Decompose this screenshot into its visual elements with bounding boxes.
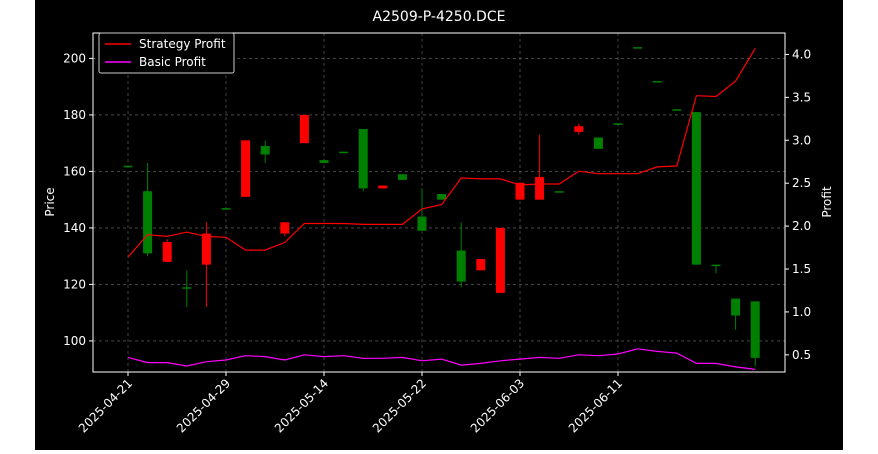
candle-body — [711, 264, 721, 267]
y-tick-label-left: 120 — [63, 277, 86, 291]
plot-frame — [92, 32, 786, 373]
candle-body — [554, 191, 564, 193]
candle-body — [241, 140, 251, 197]
candle-body — [672, 109, 682, 111]
candle-body — [201, 233, 211, 265]
candle-body — [574, 126, 584, 132]
y-tick-label-left: 180 — [63, 108, 86, 122]
profit-lines-layer — [127, 48, 756, 370]
candle-body — [358, 129, 368, 189]
candle-body — [593, 137, 603, 149]
candle-body — [437, 194, 447, 200]
candle-body — [123, 165, 133, 168]
candle-body — [633, 47, 643, 49]
candle-body — [260, 146, 270, 155]
legend: Strategy Profit Basic Profit — [98, 32, 235, 74]
y-tick-label-left: 100 — [63, 334, 86, 348]
y-tick-label-right: 2.0 — [792, 219, 811, 233]
y-tick-label-right: 3.5 — [792, 90, 811, 104]
candle-body — [515, 182, 525, 200]
y-axis-label-left: Price — [43, 187, 57, 216]
candle-body — [162, 242, 172, 262]
y-tick-label-left: 200 — [63, 51, 86, 65]
y-tick-label-left: 160 — [63, 164, 86, 178]
y-tick-label-right: 0.5 — [792, 348, 811, 362]
candle-body — [299, 114, 309, 144]
candle-body — [280, 222, 290, 234]
legend-label-strategy-profit: Strategy Profit — [139, 37, 226, 51]
candle-body — [221, 208, 231, 210]
legend-label-basic-profit: Basic Profit — [139, 55, 206, 69]
y-tick-label-right: 1.5 — [792, 262, 811, 276]
y-tick-label-right: 2.5 — [792, 176, 811, 190]
legend-box — [98, 32, 235, 74]
candle-body — [613, 123, 623, 125]
candle-body — [750, 301, 760, 358]
candle-body — [691, 112, 701, 265]
candle-body — [339, 151, 349, 154]
candle-body — [495, 227, 505, 293]
basic-profit-line — [127, 348, 756, 370]
y-tick-label-left: 140 — [63, 221, 86, 235]
candle-body — [731, 298, 741, 316]
strategy-profit-line — [127, 48, 756, 258]
candle-body — [476, 259, 486, 271]
figure-dark-panel — [35, 0, 843, 450]
candle-body — [652, 81, 662, 83]
candle-body — [397, 174, 407, 180]
candle-body — [456, 250, 466, 282]
candle-body — [182, 287, 192, 289]
y-tick-label-right: 3.0 — [792, 133, 811, 147]
candle-body — [535, 177, 545, 200]
candle-body — [319, 160, 329, 163]
chart-title: A2509-P-4250.DCE — [373, 9, 506, 25]
candle-body — [378, 185, 388, 189]
candles-layer — [123, 47, 760, 367]
y-axis-label-right: Profit — [820, 186, 834, 218]
candle-body — [417, 216, 427, 231]
y-tick-label-right: 4.0 — [792, 47, 811, 61]
candle-body — [143, 191, 153, 254]
y-tick-label-right: 1.0 — [792, 305, 811, 319]
